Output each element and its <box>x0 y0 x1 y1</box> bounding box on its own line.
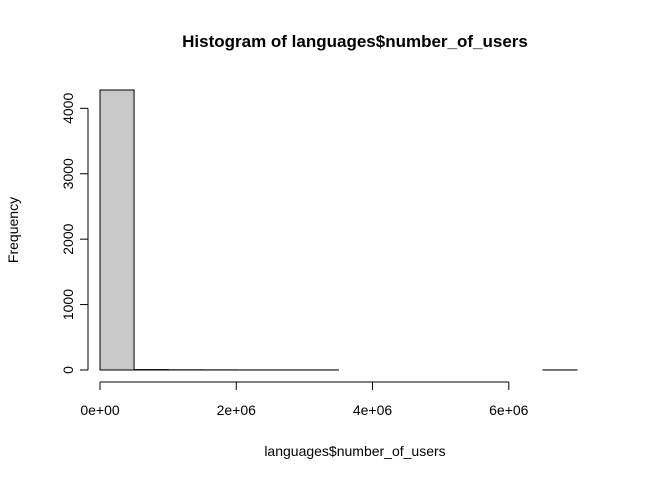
y-tick-label: 0 <box>60 366 76 374</box>
y-tick-label: 1000 <box>60 289 76 320</box>
x-axis: 0e+00 2e+06 4e+06 6e+06 <box>80 381 529 418</box>
histogram-bar <box>99 89 135 371</box>
x-tick-label: 6e+06 <box>489 402 529 418</box>
x-tick-label: 2e+06 <box>217 402 257 418</box>
histogram-bars <box>99 89 578 371</box>
y-tick-label: 3000 <box>60 158 76 189</box>
chart-title: Histogram of languages$number_of_users <box>182 32 528 51</box>
y-tick-label: 4000 <box>60 93 76 124</box>
y-tick-label: 2000 <box>60 223 76 254</box>
x-axis-label: languages$number_of_users <box>264 443 445 459</box>
y-axis-label: Frequency <box>5 197 21 263</box>
x-tick-label: 4e+06 <box>353 402 393 418</box>
y-axis: 0 1000 2000 3000 4000 <box>60 93 89 374</box>
x-tick-label: 0e+00 <box>80 402 120 418</box>
